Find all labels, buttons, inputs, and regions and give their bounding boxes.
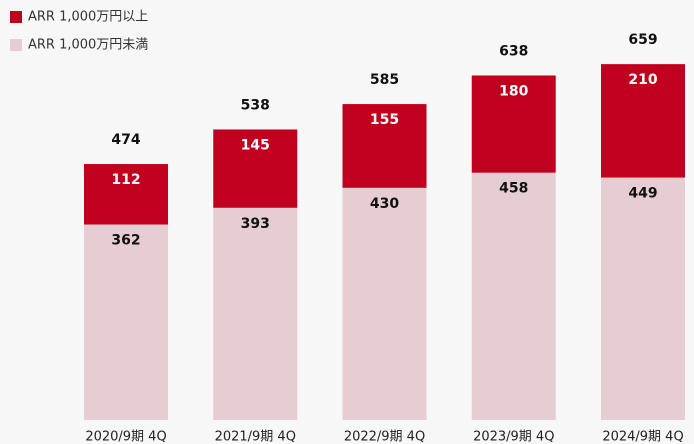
total-label: 585 [370,72,399,88]
data-label: 458 [499,181,528,197]
data-label: 430 [370,196,399,212]
legend-swatch [10,39,22,51]
data-label: 112 [111,172,140,188]
bar-segment [342,104,427,188]
bar-segment [601,64,685,178]
legend-label: ARR 1,000万円以上 [28,10,148,25]
bar-segment [84,164,168,225]
total-label: 474 [111,132,140,148]
bar-segment [213,129,298,208]
bar-segment [84,224,168,420]
x-tick-label: 2020/9期 4Q [85,430,166,444]
bar-segment [471,75,556,173]
x-tick-label: 2022/9期 4Q [344,430,425,444]
legend-swatch [10,11,22,23]
bar-segment [601,177,685,420]
data-label: 145 [241,137,270,153]
total-label: 538 [241,97,270,113]
x-tick-label: 2024/9期 4Q [602,430,683,444]
bar-segment [213,207,298,420]
data-label: 210 [628,72,657,88]
data-label: 393 [241,216,270,232]
bar-segment [471,172,556,420]
data-label: 180 [499,83,528,99]
x-tick-label: 2023/9期 4Q [473,430,554,444]
data-label: 362 [111,233,140,249]
data-label: 155 [370,112,399,128]
legend-label: ARR 1,000万円未満 [28,38,148,53]
total-label: 638 [499,43,528,59]
x-tick-label: 2021/9期 4Q [215,430,296,444]
bar-segment [342,187,427,420]
total-label: 659 [628,32,657,48]
data-label: 449 [628,186,657,202]
